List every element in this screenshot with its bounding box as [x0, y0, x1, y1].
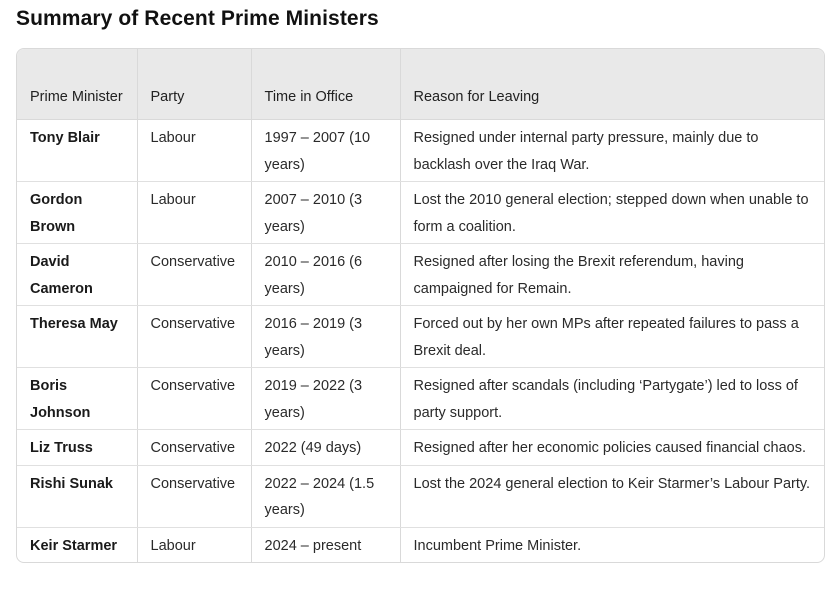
cell-reason-for-leaving: Resigned under internal party pressure, … [400, 119, 824, 182]
cell-prime-minister: Keir Starmer [17, 527, 138, 562]
cell-party: Conservative [137, 429, 252, 466]
column-header-reason-for-leaving: Reason for Leaving [400, 49, 824, 120]
cell-party: Labour [137, 181, 252, 244]
cell-party: Conservative [137, 305, 252, 368]
table-row: Rishi Sunak Conservative 2022 – 2024 (1.… [17, 465, 824, 528]
table-header: Prime Minister Party Time in Office Reas… [17, 49, 824, 120]
cell-prime-minister: Theresa May [17, 305, 138, 368]
table-row: Liz Truss Conservative 2022 (49 days) Re… [17, 429, 824, 466]
cell-party: Conservative [137, 367, 252, 430]
table-row: David Cameron Conservative 2010 – 2016 (… [17, 243, 824, 306]
page-title: Summary of Recent Prime Ministers [16, 7, 379, 30]
cell-prime-minister: Gordon Brown [17, 181, 138, 244]
table-body: Tony Blair Labour 1997 – 2007 (10 years)… [17, 119, 824, 562]
cell-reason-for-leaving: Resigned after scandals (including ‘Part… [400, 367, 824, 430]
table-row: Tony Blair Labour 1997 – 2007 (10 years)… [17, 119, 824, 182]
cell-prime-minister: Tony Blair [17, 119, 138, 182]
header-row: Prime Minister Party Time in Office Reas… [17, 49, 824, 120]
cell-time-in-office: 2022 – 2024 (1.5 years) [251, 465, 401, 528]
cell-reason-for-leaving: Resigned after her economic policies cau… [400, 429, 824, 466]
cell-prime-minister: Liz Truss [17, 429, 138, 466]
cell-time-in-office: 2022 (49 days) [251, 429, 401, 466]
cell-time-in-office: 2019 – 2022 (3 years) [251, 367, 401, 430]
cell-party: Conservative [137, 465, 252, 528]
cell-time-in-office: 2010 – 2016 (6 years) [251, 243, 401, 306]
cell-reason-for-leaving: Forced out by her own MPs after repeated… [400, 305, 824, 368]
cell-reason-for-leaving: Lost the 2010 general election; stepped … [400, 181, 824, 244]
cell-prime-minister: Rishi Sunak [17, 465, 138, 528]
column-header-party: Party [137, 49, 252, 120]
cell-party: Labour [137, 527, 252, 562]
cell-party: Conservative [137, 243, 252, 306]
cell-time-in-office: 2016 – 2019 (3 years) [251, 305, 401, 368]
table-row: Theresa May Conservative 2016 – 2019 (3 … [17, 305, 824, 368]
cell-time-in-office: 2024 – present [251, 527, 401, 562]
cell-party: Labour [137, 119, 252, 182]
prime-ministers-table-container: Prime Minister Party Time in Office Reas… [16, 48, 825, 563]
column-header-prime-minister: Prime Minister [17, 49, 138, 120]
column-header-time-in-office: Time in Office [251, 49, 401, 120]
table-row: Boris Johnson Conservative 2019 – 2022 (… [17, 367, 824, 430]
cell-reason-for-leaving: Incumbent Prime Minister. [413, 537, 582, 554]
cell-time-in-office: 1997 – 2007 (10 years) [251, 119, 401, 182]
cell-reason-for-leaving: Resigned after losing the Brexit referen… [400, 243, 824, 306]
table-row: Gordon Brown Labour 2007 – 2010 (3 years… [17, 181, 824, 244]
cell-prime-minister: Boris Johnson [17, 367, 138, 430]
table-row: Keir Starmer Labour 2024 – present Incum… [17, 527, 824, 562]
cell-time-in-office: 2007 – 2010 (3 years) [251, 181, 401, 244]
prime-ministers-table: Prime Minister Party Time in Office Reas… [17, 49, 824, 562]
cell-prime-minister: David Cameron [17, 243, 138, 306]
cell-reason-for-leaving: Lost the 2024 general election to Keir S… [400, 465, 824, 528]
